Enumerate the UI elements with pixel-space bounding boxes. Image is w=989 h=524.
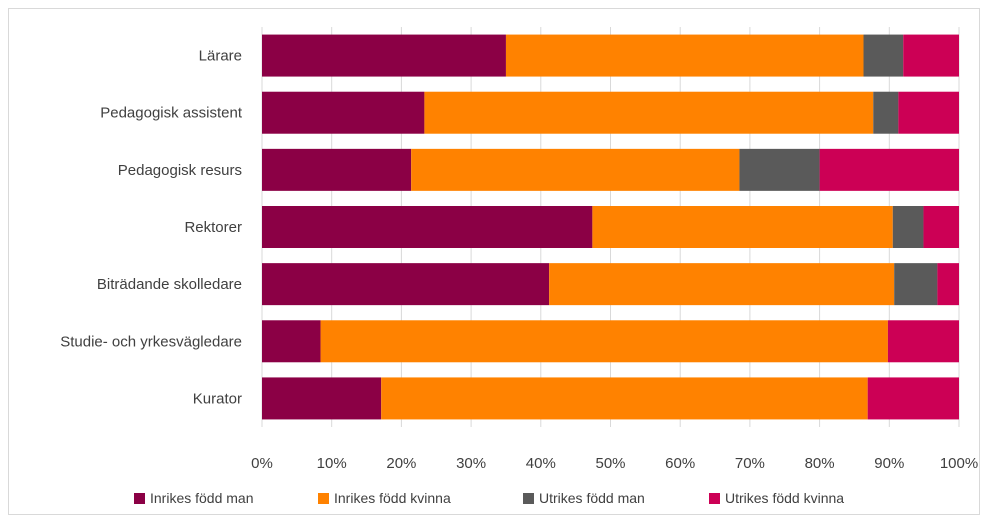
bar-segment [873, 91, 899, 134]
bar-segment [262, 320, 321, 363]
x-tick-label: 20% [386, 455, 416, 472]
bar-segment [937, 263, 959, 306]
bar-segment [262, 91, 425, 134]
bar-segment [898, 91, 959, 134]
x-tick-label: 90% [874, 455, 904, 472]
category-label: Lärare [199, 48, 242, 65]
x-tick-label: 50% [595, 455, 625, 472]
bar-segment [903, 34, 959, 77]
x-tick-label: 10% [317, 455, 347, 472]
bar-segment [262, 34, 506, 77]
legend-label: Utrikes född kvinna [725, 490, 844, 506]
bar-segment [320, 320, 888, 363]
x-tick-label: 100% [940, 455, 978, 472]
bar-segment [592, 206, 893, 248]
bar-segment [424, 91, 874, 134]
x-tick-label: 0% [251, 455, 273, 472]
x-tick-label: 30% [456, 455, 486, 472]
legend-swatch [134, 493, 145, 504]
x-tick-label: 40% [526, 455, 556, 472]
x-tick-label: 80% [805, 455, 835, 472]
bar-segment [381, 377, 868, 420]
legend-label: Inrikes född kvinna [334, 490, 451, 506]
bar-segment [892, 206, 924, 248]
bar-segment [739, 148, 820, 191]
category-label: Rektorer [184, 219, 242, 236]
legend-swatch [709, 493, 720, 504]
legend-label: Utrikes född man [539, 490, 645, 506]
bar-segment [894, 263, 938, 306]
bar-segment [863, 34, 904, 77]
bar-segment [887, 320, 959, 363]
bar-segment [262, 148, 412, 191]
category-label: Pedagogisk assistent [100, 105, 243, 122]
legend-swatch [318, 493, 329, 504]
bar-segment [867, 377, 959, 420]
bar-segment [262, 206, 593, 248]
x-tick-label: 70% [735, 455, 765, 472]
bar-segment [819, 148, 959, 191]
category-label: Pedagogisk resurs [118, 162, 242, 179]
category-label: Kurator [193, 390, 242, 407]
x-tick-label: 60% [665, 455, 695, 472]
bar-segment [923, 206, 959, 248]
bar-segment [505, 34, 864, 77]
bar-segment [262, 377, 382, 420]
bar-segment [549, 263, 895, 306]
category-label: Biträdande skolledare [97, 276, 242, 293]
legend-swatch [523, 493, 534, 504]
category-label: Studie- och yrkesvägledare [60, 333, 242, 350]
bar-segment [262, 263, 550, 306]
legend-label: Inrikes född man [150, 490, 254, 506]
bar-segment [411, 148, 740, 191]
